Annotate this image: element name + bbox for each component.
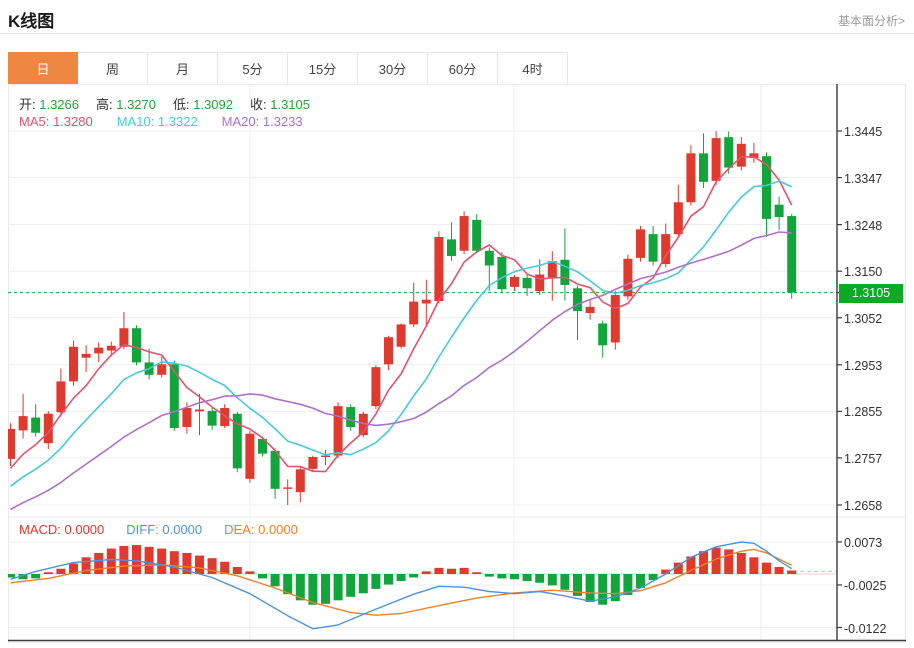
price-axis-label: 1.2953 bbox=[844, 358, 883, 373]
price-axis-label: 1.3445 bbox=[844, 125, 883, 139]
legend-diff: DIFF: 0.0000 bbox=[126, 522, 203, 537]
price-axis-label: 1.3150 bbox=[844, 265, 883, 280]
macd-axis-label: -0.0025 bbox=[844, 578, 887, 593]
kline-macd-chart[interactable] bbox=[8, 84, 906, 643]
price-axis-label: 1.2658 bbox=[844, 498, 883, 513]
ma-legend: MA5: 1.3280 MA10: 1.3322 MA20: 1.3233 bbox=[19, 114, 303, 129]
macd-axis-label: 0.0073 bbox=[844, 535, 883, 550]
fundamental-analysis-link[interactable]: 基本面分析> bbox=[837, 14, 905, 28]
price-axis-label: 1.3052 bbox=[844, 311, 883, 326]
macd-legend: MACD: 0.0000 DIFF: 0.0000 DEA: 0.0000 bbox=[19, 522, 298, 537]
interval-tab-bar: 日周月 5分 15分 30分 60分 4时 bbox=[8, 52, 568, 85]
tab-30min[interactable]: 30分 bbox=[358, 52, 428, 85]
current-price-badge: 1.3105 bbox=[839, 284, 903, 304]
ohlc-legend: 开: 1.3266 高: 1.3270 低: 1.3092 收: 1.3105 bbox=[19, 94, 310, 113]
tab-day[interactable]: 日 bbox=[8, 52, 78, 85]
tab-60min[interactable]: 60分 bbox=[428, 52, 498, 85]
tab-5min[interactable]: 5分 bbox=[218, 52, 288, 85]
legend-ma5: MA5: 1.3280 bbox=[19, 114, 93, 129]
macd-axis-label: -0.0122 bbox=[844, 621, 887, 636]
tab-4hour[interactable]: 4时 bbox=[498, 52, 568, 85]
chart-container: 开: 1.3266 高: 1.3270 低: 1.3092 收: 1.3105 MA5… bbox=[8, 84, 906, 643]
legend-macd: MACD: 0.0000 bbox=[19, 522, 105, 537]
ohlc-收: 收: 1.3105 bbox=[250, 97, 310, 112]
price-axis-label: 1.2757 bbox=[844, 451, 883, 466]
ohlc-开: 开: 1.3266 bbox=[19, 97, 79, 112]
legend-ma10: MA10: 1.3322 bbox=[116, 114, 198, 129]
page-title: K线图 bbox=[8, 12, 55, 31]
legend-ma20: MA20: 1.3233 bbox=[221, 114, 303, 129]
price-axis-label: 1.2855 bbox=[844, 405, 883, 420]
ohlc-低: 低: 1.3092 bbox=[173, 97, 233, 112]
legend-dea: DEA: 0.0000 bbox=[224, 522, 298, 537]
ohlc-高: 高: 1.3270 bbox=[96, 97, 156, 112]
price-axis-label: 1.3347 bbox=[844, 171, 883, 186]
title-divider bbox=[0, 33, 914, 34]
tab-week[interactable]: 周 bbox=[78, 52, 148, 85]
tab-month[interactable]: 月 bbox=[148, 52, 218, 85]
price-axis-label: 1.3248 bbox=[844, 218, 883, 233]
tab-15min[interactable]: 15分 bbox=[288, 52, 358, 85]
